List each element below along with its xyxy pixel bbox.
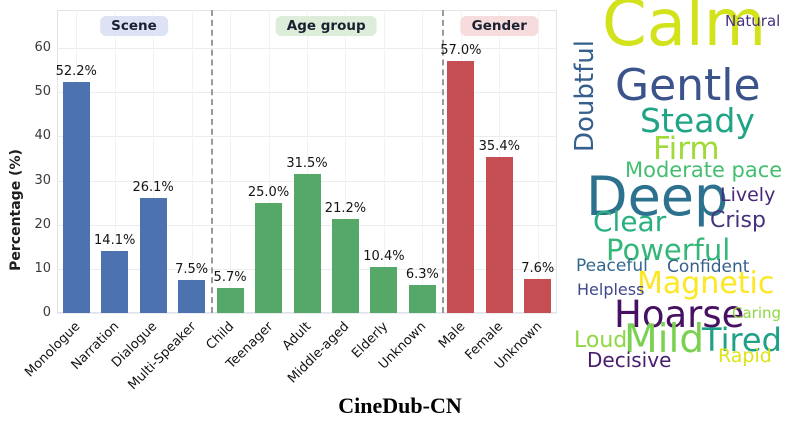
- grid-line-v: [191, 10, 193, 313]
- bar-unknown-gender: [524, 279, 552, 313]
- wordcloud-word-moderate-pace: Moderate pace: [625, 158, 783, 182]
- grid-line-v: [153, 10, 155, 313]
- grid-line-v: [537, 10, 539, 313]
- bar-value-label-narration: 14.1%: [94, 232, 136, 248]
- bar-teenager-age-group: [255, 202, 283, 313]
- bar-adult-age-group: [293, 173, 321, 313]
- bar-middle-aged-age-group: [331, 219, 359, 313]
- wordcloud-word-powerful: Powerful: [606, 233, 731, 267]
- bar-female-gender: [485, 156, 513, 313]
- wordcloud-word-tired: Tired: [702, 321, 782, 359]
- bar-value-label-multi-speaker: 7.5%: [175, 261, 209, 277]
- y-tick-label: 20: [34, 216, 51, 232]
- wordcloud-word-clear: Clear: [593, 205, 667, 238]
- bar-elderly-age-group: [370, 267, 398, 313]
- wordcloud-word-hoarse: Hoarse: [614, 293, 745, 336]
- grid-line-v: [383, 10, 385, 313]
- wordcloud-word-firm: Firm: [653, 131, 720, 167]
- figure-title: CineDub-CN: [338, 393, 462, 418]
- voice-descriptor-wordcloud: Calm Natural Doubtful Gentle Steady Firm Moder…: [560, 0, 800, 400]
- grid-line-v: [268, 10, 270, 313]
- wordcloud-word-magnetic: Magnetic: [637, 266, 775, 301]
- group-badge-age-group: Age group: [275, 16, 377, 36]
- y-tick-label: 50: [34, 84, 51, 100]
- wordcloud-word-gentle: Gentle: [615, 60, 761, 111]
- bar-value-label-unknown: 7.6%: [521, 261, 555, 277]
- wordcloud-word-lively: Lively: [720, 184, 776, 206]
- grid-line-v: [114, 10, 116, 313]
- wordcloud-word-rapid: Rapid: [718, 345, 772, 367]
- bar-value-label-elderly: 10.4%: [363, 249, 405, 265]
- wordcloud-word-helpless: Helpless: [577, 280, 645, 299]
- y-tick-label: 30: [34, 172, 51, 188]
- bar-value-label-child: 5.7%: [213, 269, 247, 285]
- group-separator: [441, 10, 444, 313]
- wordcloud-word-loud: Loud: [574, 328, 628, 353]
- group-separator: [210, 10, 213, 313]
- bar-value-label-unknown: 6.3%: [405, 267, 439, 283]
- bar-value-label-teenager: 25.0%: [247, 184, 290, 200]
- grid-line-v: [345, 10, 347, 313]
- grid-line-v: [422, 10, 424, 313]
- bar-child-age-group: [216, 287, 244, 313]
- bar-value-label-adult: 31.5%: [286, 155, 328, 171]
- y-tick-label: 40: [34, 128, 51, 144]
- wordcloud-word-decisive: Decisive: [587, 348, 672, 372]
- bar-unknown-age-group: [408, 285, 436, 313]
- bar-narration-scene: [101, 250, 129, 313]
- y-tick-label: 0: [42, 305, 51, 320]
- group-badge-gender: Gender: [460, 16, 538, 36]
- y-tick-label: 60: [34, 40, 51, 55]
- grid-line-v: [307, 10, 308, 313]
- wordcloud-word-calm: Calm: [602, 0, 767, 61]
- group-badge-scene: Scene: [100, 16, 168, 36]
- bar-value-label-middle-aged: 21.2%: [324, 201, 367, 217]
- bar-value-label-dialogue: 26.1%: [132, 179, 174, 195]
- wordcloud-word-natural: Natural: [725, 12, 781, 30]
- wordcloud-word-crisp: Crisp: [710, 208, 766, 233]
- bar-value-label-male: 57.0%: [440, 43, 482, 59]
- wordcloud-word-caring: Caring: [732, 304, 782, 322]
- bar-dialogue-scene: [139, 197, 167, 313]
- bar-value-label-female: 35.4%: [478, 138, 520, 154]
- wordcloud-word-deep: Deep: [586, 165, 729, 228]
- y-tick-label: 10: [34, 260, 51, 276]
- wordcloud-word-mild: Mild: [624, 317, 705, 362]
- grid-line-v: [230, 10, 232, 313]
- wordcloud-word-confident: Confident: [667, 257, 750, 277]
- wordcloud-word-steady: Steady: [640, 101, 755, 140]
- wordcloud-word-peaceful: Peaceful: [576, 256, 648, 276]
- bar-multi-speaker-scene: [178, 279, 206, 313]
- bar-value-label-monologue: 52.2%: [55, 64, 97, 80]
- bar-monologue-scene: [62, 82, 90, 313]
- grid-line-h: [57, 313, 557, 314]
- bar-male-gender: [447, 61, 475, 313]
- wordcloud-word-doubtful: Doubtful: [570, 40, 600, 152]
